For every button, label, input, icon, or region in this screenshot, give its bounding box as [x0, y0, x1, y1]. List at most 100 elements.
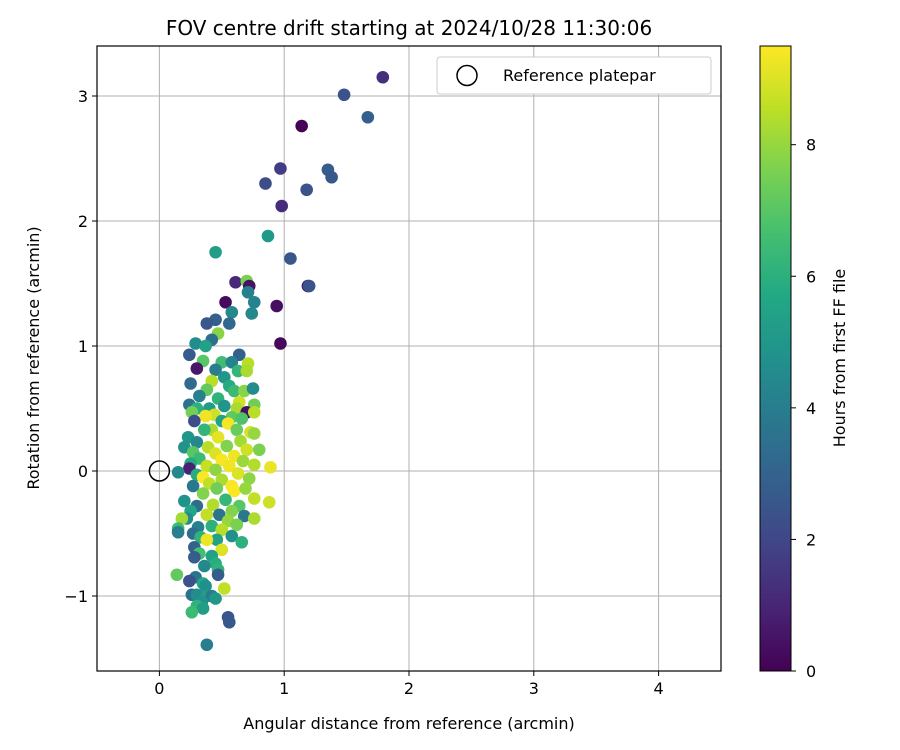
- data-point: [211, 568, 225, 582]
- data-point: [237, 509, 251, 523]
- reference-platepar-marker: [148, 460, 171, 482]
- data-point: [210, 533, 224, 547]
- colorbar-ticks: 0 2 4 6 8: [791, 136, 816, 681]
- legend-marker-icon: [456, 64, 478, 87]
- data-point: [199, 579, 212, 593]
- data-point: [247, 405, 261, 419]
- data-point: [215, 523, 229, 537]
- data-point: [193, 389, 206, 403]
- y-axis-label: Rotation from reference (arcmin): [24, 226, 43, 489]
- data-point: [235, 535, 249, 549]
- data-point: [274, 162, 287, 175]
- data-point: [241, 285, 255, 299]
- legend: Reference platepar: [436, 56, 712, 95]
- y-tick-label: −1: [64, 587, 88, 606]
- data-point: [175, 512, 189, 525]
- data-point: [189, 337, 202, 350]
- data-point: [213, 508, 226, 522]
- colorbar-tick-label: 0: [806, 662, 816, 681]
- y-axis-ticks: −1 0 1 2 3: [64, 87, 97, 606]
- data-point: [219, 493, 232, 507]
- data-point: [225, 305, 239, 319]
- data-point: [252, 443, 266, 457]
- data-point: [225, 504, 239, 518]
- data-point: [240, 364, 254, 378]
- data-point: [209, 592, 222, 605]
- colorbar-label: Hours from first FF file: [830, 269, 849, 448]
- data-point: [300, 183, 313, 197]
- x-tick-label: 1: [279, 679, 289, 698]
- data-point: [209, 245, 222, 259]
- data-point: [284, 252, 297, 265]
- data-point: [274, 337, 287, 350]
- x-tick-label: 3: [529, 679, 539, 698]
- data-point: [275, 199, 289, 213]
- data-point: [188, 414, 201, 428]
- data-point: [184, 377, 197, 390]
- data-point: [200, 533, 214, 547]
- data-point: [295, 119, 308, 133]
- data-point: [246, 382, 260, 395]
- y-tick-label: 2: [78, 212, 88, 231]
- data-point: [196, 487, 210, 500]
- data-point: [239, 482, 252, 495]
- y-tick-label: 0: [78, 462, 88, 481]
- data-point: [247, 458, 261, 472]
- data-point: [200, 508, 214, 522]
- data-point: [200, 638, 214, 652]
- data-point: [222, 317, 236, 330]
- data-point: [225, 355, 239, 369]
- data-point: [247, 427, 261, 440]
- data-point: [185, 605, 199, 619]
- data-point: [236, 454, 250, 468]
- data-point: [210, 482, 224, 495]
- legend-entry-label: Reference platepar: [503, 66, 656, 85]
- data-point: [245, 307, 259, 320]
- colorbar: 0 2 4 6 8 Hours from first FF file: [759, 45, 849, 681]
- data-point: [215, 543, 229, 557]
- data-point: [171, 525, 185, 539]
- x-axis-label: Angular distance from reference (arcmin): [243, 714, 574, 733]
- data-point: [190, 435, 204, 449]
- data-point: [211, 430, 225, 444]
- data-point: [199, 409, 212, 423]
- data-point: [198, 423, 211, 437]
- colorbar-tick-label: 6: [806, 267, 816, 286]
- colorbar-gradient: [759, 45, 792, 672]
- data-point: [222, 459, 236, 473]
- x-axis-ticks: 0 1 2 3 4: [154, 671, 664, 698]
- data-point: [229, 275, 242, 289]
- data-point: [209, 463, 222, 477]
- data-point: [220, 439, 234, 453]
- data-point: [376, 70, 390, 84]
- data-point: [261, 229, 275, 243]
- data-point: [227, 484, 241, 498]
- data-point: [222, 615, 236, 629]
- data-point: [235, 412, 249, 425]
- colorbar-tick-label: 4: [806, 399, 816, 418]
- data-point: [219, 295, 232, 309]
- data-point: [270, 299, 284, 313]
- data-point: [205, 519, 219, 533]
- data-point: [259, 177, 272, 190]
- data-point: [361, 110, 375, 124]
- data-point: [230, 518, 244, 532]
- data-point: [264, 460, 277, 474]
- data-point: [183, 574, 196, 588]
- data-point: [183, 348, 196, 362]
- colorbar-tick-label: 8: [806, 136, 816, 155]
- data-point: [199, 339, 212, 353]
- data-point: [217, 399, 231, 413]
- data-point: [227, 384, 241, 398]
- data-point: [200, 317, 214, 330]
- data-point: [170, 568, 184, 582]
- data-point: [178, 494, 191, 508]
- data-point: [240, 443, 254, 457]
- x-tick-label: 0: [154, 679, 164, 698]
- data-point: [230, 423, 244, 437]
- data-point: [325, 170, 338, 184]
- y-tick-label: 3: [78, 87, 88, 106]
- data-point: [231, 467, 245, 480]
- legend-box: [436, 56, 712, 95]
